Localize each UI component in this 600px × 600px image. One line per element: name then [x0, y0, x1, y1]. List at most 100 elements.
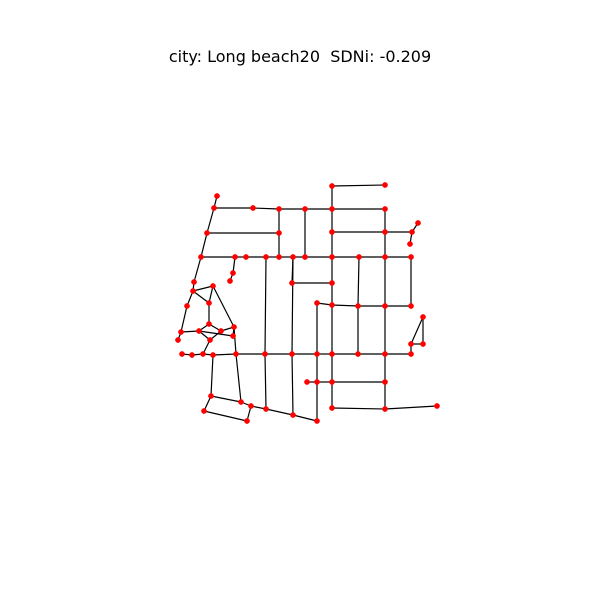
nodes-layer — [175, 182, 440, 424]
graph-node — [289, 280, 295, 286]
chart-title: city: Long beach20 SDNi: -0.209 — [168, 47, 432, 66]
graph-edge — [292, 414, 318, 422]
graph-node — [244, 418, 250, 424]
graph-node — [210, 283, 216, 289]
graph-node — [262, 351, 268, 357]
graph-node — [302, 254, 308, 260]
graph-edge — [331, 304, 359, 307]
graph-node — [382, 254, 388, 260]
graph-node — [290, 254, 296, 260]
graph-edge — [265, 408, 294, 416]
graph-node — [184, 303, 190, 309]
graph-node — [263, 406, 269, 412]
graph-node — [238, 399, 244, 405]
graph-edge — [208, 285, 214, 304]
graph-node — [276, 254, 282, 260]
graph-node — [250, 205, 256, 211]
graph-edge — [203, 410, 248, 422]
graph-node — [329, 280, 335, 286]
graph-node — [329, 183, 335, 189]
graph-edge — [212, 353, 237, 356]
graph-node — [408, 254, 414, 260]
graph-node — [420, 314, 426, 320]
graph-edge — [410, 316, 424, 345]
graph-node — [329, 302, 335, 308]
graph-node — [408, 351, 414, 357]
graph-node — [179, 351, 185, 357]
graph-node — [214, 193, 220, 199]
graph-node — [206, 300, 212, 306]
graph-edge — [264, 353, 267, 410]
graph-edge — [331, 407, 386, 410]
graph-edge — [180, 330, 200, 333]
graph-node — [191, 279, 197, 285]
graph-node — [382, 206, 388, 212]
graph-node — [201, 408, 207, 414]
graph-node — [302, 206, 308, 212]
graph-node — [175, 337, 181, 343]
graph-node — [189, 352, 195, 358]
graph-edge — [192, 285, 214, 292]
graph-node — [200, 351, 206, 357]
graph-node — [290, 412, 296, 418]
graph-edge — [235, 353, 242, 403]
graph-edge — [212, 285, 235, 328]
graph-node — [218, 328, 224, 334]
graph-edge — [233, 326, 237, 355]
graph-edge — [198, 330, 234, 337]
graph-edge — [264, 256, 267, 355]
graph-node — [382, 182, 388, 188]
graph-node — [415, 220, 421, 226]
graph-node — [329, 229, 335, 235]
graph-node — [407, 241, 413, 247]
graph-node — [207, 337, 213, 343]
graph-node — [434, 403, 440, 409]
graph-node — [409, 229, 415, 235]
graph-node — [232, 254, 238, 260]
graph-edge — [291, 256, 294, 355]
graph-node — [276, 206, 282, 212]
graph-node — [382, 379, 388, 385]
graph-node — [314, 351, 320, 357]
graph-edge — [252, 207, 280, 210]
graph-node — [196, 328, 202, 334]
graph-node — [263, 254, 269, 260]
graph-node — [227, 278, 233, 284]
graph-node — [206, 321, 212, 327]
graph-edge — [291, 353, 294, 416]
graph-node — [276, 230, 282, 236]
graph-node — [329, 254, 335, 260]
graph-node — [231, 324, 237, 330]
graph-node — [289, 351, 295, 357]
graph-edge — [206, 207, 215, 234]
graph-node — [314, 300, 320, 306]
graph-node — [204, 230, 210, 236]
graph-node — [230, 270, 236, 276]
graph-node — [314, 418, 320, 424]
graph-node — [211, 205, 217, 211]
graph-node — [420, 341, 426, 347]
graph-edge — [193, 256, 202, 283]
graph-edge — [384, 405, 438, 410]
graph-node — [178, 329, 184, 335]
graph-node — [190, 288, 196, 294]
graph-node — [382, 351, 388, 357]
graph-edge — [210, 354, 214, 397]
graph-node — [329, 379, 335, 385]
graph-node — [210, 352, 216, 358]
graph-node — [233, 351, 239, 357]
graph-edge — [192, 290, 210, 304]
graph-node — [304, 379, 310, 385]
graph-edge — [357, 256, 360, 307]
graph-node — [382, 229, 388, 235]
graph-edge — [210, 395, 242, 403]
graph-edge — [180, 305, 188, 333]
graph-edge — [200, 232, 208, 258]
graph-edge — [331, 184, 386, 187]
graph-node — [198, 254, 204, 260]
edges-layer — [177, 184, 438, 422]
graph-node — [329, 351, 335, 357]
graph-node — [408, 341, 414, 347]
